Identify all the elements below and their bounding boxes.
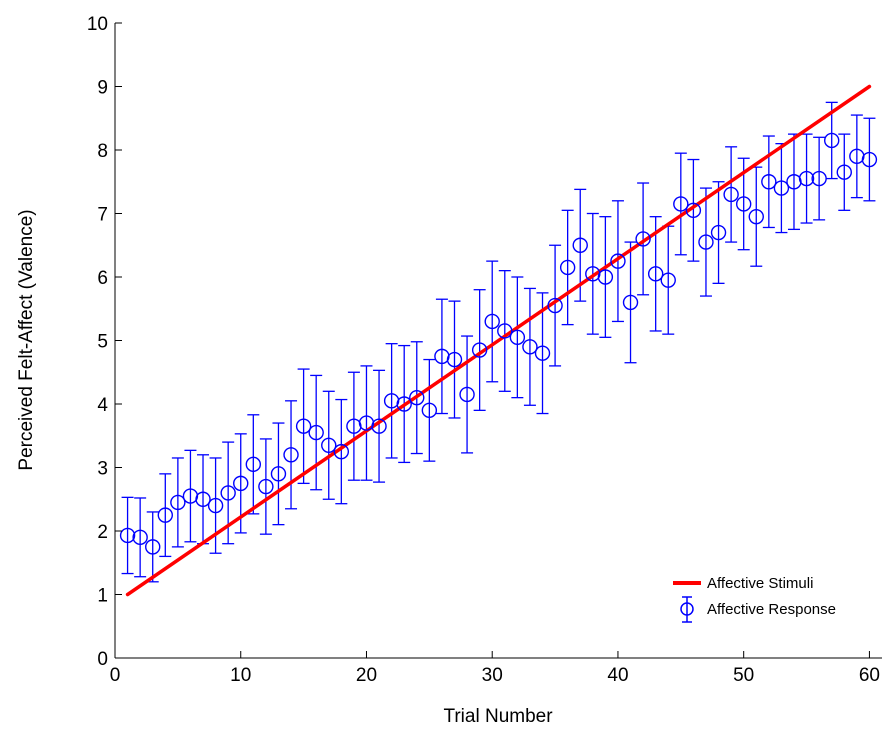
response-point — [710, 224, 727, 241]
response-point — [145, 539, 161, 555]
response-point — [132, 529, 148, 546]
x-tick-label: 40 — [607, 665, 628, 686]
legend-stimuli-label: Affective Stimuli — [707, 575, 813, 592]
x-ticks: 0 10 20 30 40 50 60 — [110, 651, 880, 686]
response-point — [207, 497, 224, 514]
stimuli-line — [125, 84, 872, 597]
response-point — [660, 272, 676, 288]
response-point — [723, 186, 739, 203]
y-ticks: 0 1 2 3 4 5 6 7 8 9 10 — [87, 14, 122, 670]
response-point — [308, 424, 324, 441]
response-point — [610, 253, 626, 269]
x-tick-label: 10 — [230, 665, 251, 686]
response-point — [270, 466, 287, 482]
response-point — [371, 418, 387, 434]
response-point — [559, 259, 576, 276]
response-point — [534, 345, 551, 361]
response-point — [509, 329, 526, 346]
response-point — [497, 323, 513, 339]
y-tick-label: 0 — [97, 649, 108, 670]
response-point — [572, 237, 588, 253]
response-point — [635, 231, 651, 247]
x-axis-label: Trial Number — [443, 706, 553, 727]
response-point — [798, 170, 815, 187]
response-point — [245, 456, 262, 473]
x-tick-label: 20 — [356, 665, 377, 686]
response-point — [321, 437, 337, 453]
y-tick-label: 6 — [97, 268, 108, 289]
response-point — [220, 485, 236, 501]
y-tick-label: 5 — [97, 332, 108, 353]
response-point — [773, 180, 790, 196]
response-point — [333, 443, 350, 460]
response-point — [421, 402, 438, 419]
response-point — [233, 475, 249, 492]
y-tick-label: 2 — [97, 522, 108, 543]
response-point — [170, 494, 186, 511]
response-point — [647, 266, 664, 282]
y-tick-label: 9 — [97, 78, 108, 99]
y-tick-label: 4 — [97, 395, 108, 416]
y-axis-label: Perceived Felt-Affect (Valence) — [16, 209, 37, 470]
response-point — [258, 478, 274, 495]
x-tick-label: 60 — [859, 665, 880, 686]
response-point — [748, 208, 764, 225]
response-point — [735, 196, 752, 212]
x-tick-label: 0 — [110, 665, 121, 686]
x-tick-label: 30 — [482, 665, 503, 686]
response-point — [698, 234, 714, 250]
response-point — [811, 170, 827, 187]
response-point — [761, 174, 777, 190]
response-point — [547, 297, 563, 314]
x-tick-label: 50 — [733, 665, 754, 686]
response-point — [459, 386, 475, 403]
response-point — [295, 418, 312, 434]
response-point — [824, 132, 840, 149]
response-point — [522, 339, 538, 355]
response-point — [195, 491, 211, 507]
response-point — [157, 507, 173, 523]
response-point — [597, 269, 614, 285]
response-point — [673, 196, 689, 212]
response-point — [396, 396, 412, 412]
response-point — [622, 294, 639, 311]
response-point — [119, 527, 136, 544]
response-point — [861, 151, 878, 168]
legend-response-marker — [680, 602, 694, 616]
y-tick-label: 10 — [87, 14, 108, 35]
response-point — [283, 447, 299, 463]
response-point — [685, 202, 702, 219]
response-point — [484, 313, 500, 330]
response-point — [446, 351, 463, 368]
response-point — [471, 342, 488, 358]
response-point — [409, 389, 425, 406]
y-tick-label: 3 — [97, 459, 108, 480]
legend-response-label: Affective Response — [707, 601, 836, 618]
legend: Affective Stimuli Affective Response — [673, 575, 836, 623]
y-tick-label: 7 — [97, 205, 108, 226]
y-tick-label: 1 — [97, 586, 108, 607]
response-point — [836, 164, 852, 180]
plot-content — [119, 84, 878, 597]
y-tick-label: 8 — [97, 141, 108, 162]
